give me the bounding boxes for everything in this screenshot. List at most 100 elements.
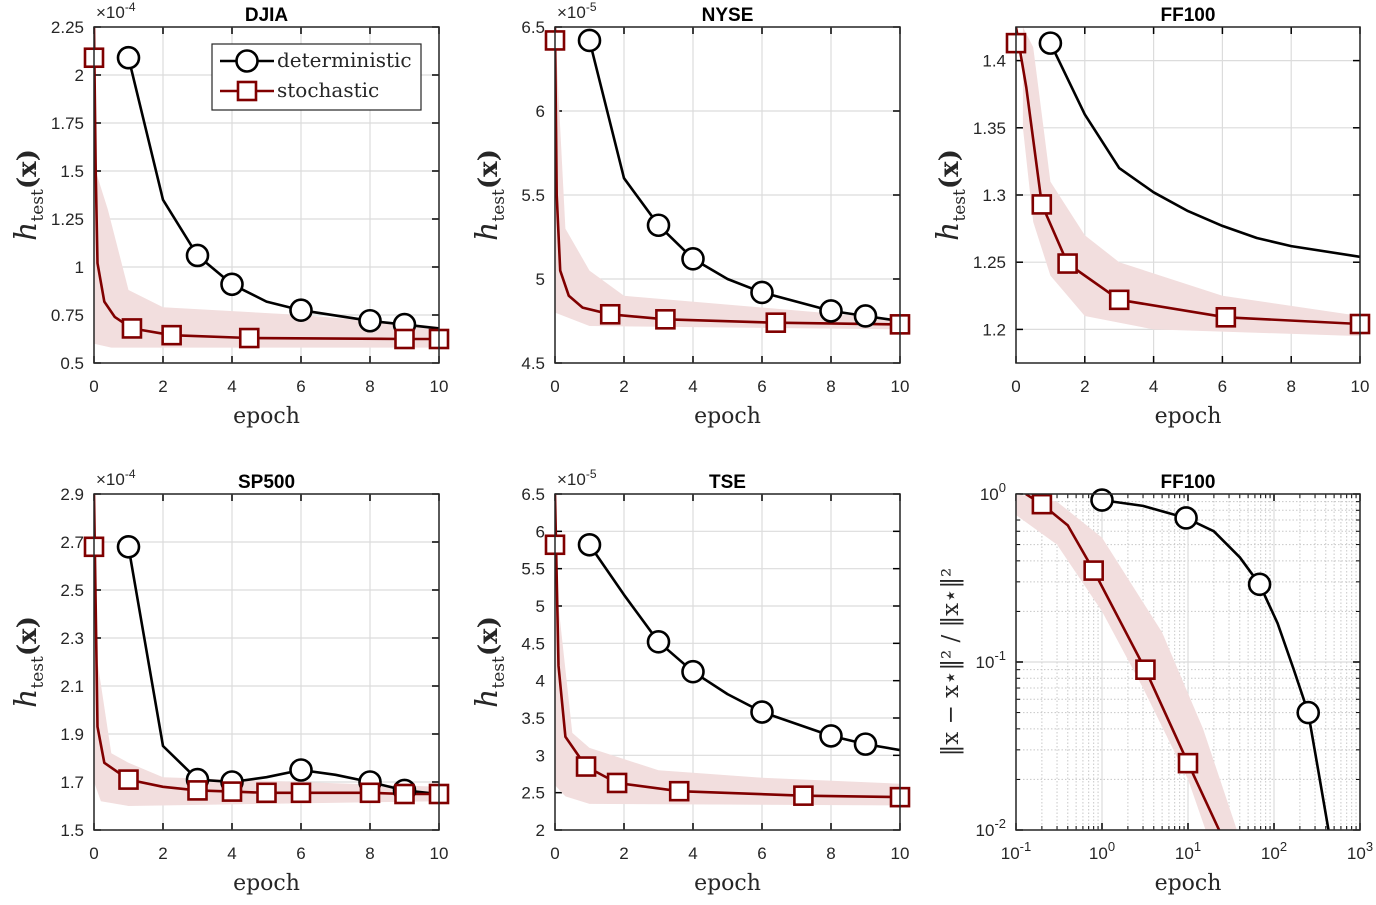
x-tick-label: 6 bbox=[296, 377, 305, 396]
stochastic-marker bbox=[359, 782, 381, 804]
legend: deterministic stochastic bbox=[211, 43, 422, 111]
y-axis-label: htest(x) bbox=[470, 616, 509, 708]
stochastic-marker bbox=[599, 303, 621, 325]
deterministic-marker bbox=[646, 630, 671, 654]
y-tick-label: 1.4 bbox=[982, 52, 1006, 71]
legend-circle-marker bbox=[235, 49, 259, 73]
y-tick-label: 1 bbox=[75, 258, 84, 277]
stochastic-marker bbox=[290, 782, 312, 804]
ylabel-rest: (x) bbox=[13, 149, 43, 189]
deterministic-marker bbox=[289, 758, 313, 782]
y-tick-label: 6.5 bbox=[521, 18, 545, 37]
stochastic-marker bbox=[1031, 493, 1053, 515]
ylabel-sub: test bbox=[489, 656, 509, 689]
deterministic-marker bbox=[853, 732, 878, 756]
ylabel-rest: (x) bbox=[935, 149, 965, 189]
x-tick-label: 102 bbox=[1261, 839, 1287, 863]
confidence-band bbox=[555, 494, 900, 806]
ylabel-main: h bbox=[931, 222, 966, 241]
x-tick-label: 2 bbox=[1080, 377, 1089, 396]
ylabel-sub: test bbox=[950, 189, 970, 222]
deterministic-marker bbox=[819, 299, 843, 323]
stochastic-line bbox=[555, 27, 900, 326]
deterministic-marker bbox=[750, 280, 774, 305]
deterministic-marker bbox=[220, 272, 244, 297]
y-tick-label: 1.25 bbox=[973, 253, 1006, 272]
subplot-4: 0 2 4 6 8 1022.533.544.555.566.5TSEepoch×10-5… bbox=[470, 467, 911, 896]
y-tick-label: 2.7 bbox=[60, 533, 84, 552]
subplot-3: 0 2 4 6 8 10 1.5 1.7 1.9 2.1 2.3 2.5 2.7 2.9 SP500 epoc… bbox=[9, 467, 450, 896]
y-exponent-label: ×10-4 bbox=[96, 0, 136, 22]
x-tick-label: 10 bbox=[430, 844, 449, 863]
y-tick-label: 5.5 bbox=[521, 186, 545, 205]
axes-box bbox=[1015, 493, 1361, 831]
x-tick-label: 4 bbox=[688, 844, 697, 863]
x-axis-label: epoch bbox=[694, 871, 761, 896]
stochastic-marker bbox=[118, 769, 139, 790]
subplot-title: FF100 bbox=[1161, 5, 1216, 26]
plot-area bbox=[555, 27, 900, 330]
subplot-1: 0 2 4 6 8 10 4.5 5 5.5 6 6.5 NYSE epoch ×10-5 htest(x) bbox=[470, 0, 911, 429]
stochastic-line bbox=[555, 494, 900, 799]
stochastic-marker bbox=[1135, 659, 1156, 680]
x-axis-label: epoch bbox=[694, 404, 761, 429]
x-axis-label: epoch bbox=[1155, 404, 1222, 429]
y-tick-label: 0.5 bbox=[60, 354, 84, 373]
stochastic-marker bbox=[668, 780, 690, 802]
deterministic-marker bbox=[1090, 488, 1114, 512]
deterministic-marker bbox=[116, 45, 141, 70]
axes-box bbox=[93, 26, 440, 364]
plot-area bbox=[94, 494, 439, 806]
exponent-base: ×10 bbox=[557, 3, 586, 22]
subplot-title: TSE bbox=[709, 472, 746, 493]
y-tick-label: 2.3 bbox=[60, 629, 84, 648]
x-tick-label: 6 bbox=[1218, 377, 1227, 396]
stochastic-marker bbox=[1108, 289, 1130, 311]
stochastic-marker bbox=[793, 785, 814, 806]
deterministic-marker bbox=[681, 659, 705, 684]
y-axis-label: htest(x) bbox=[9, 616, 48, 708]
y-tick-label: 5 bbox=[536, 270, 545, 289]
stochastic-marker bbox=[121, 318, 143, 339]
y-tick-label: 2.5 bbox=[60, 581, 84, 600]
deterministic-marker bbox=[819, 724, 843, 748]
y-tick-label: 2.1 bbox=[60, 677, 84, 696]
legend-label: stochastic bbox=[277, 78, 379, 102]
deterministic-marker bbox=[1247, 572, 1272, 597]
exponent-base: ×10 bbox=[96, 3, 125, 22]
x-tick-label: 4 bbox=[688, 377, 697, 396]
y-tick-label: 1.7 bbox=[60, 773, 84, 792]
y-axis-label: htest(x) bbox=[470, 149, 509, 241]
y-tick-label: 1.35 bbox=[973, 119, 1006, 138]
deterministic-marker bbox=[289, 298, 313, 323]
y-tick-label: 1.3 bbox=[982, 186, 1006, 205]
exponent-base: ×10 bbox=[557, 470, 586, 489]
deterministic-marker bbox=[750, 700, 774, 724]
ylabel-main: h bbox=[9, 222, 44, 241]
x-axis-label: epoch bbox=[233, 404, 300, 429]
y-axis-label: htest(x) bbox=[931, 149, 970, 241]
deterministic-marker bbox=[185, 243, 210, 268]
y-exponent-label: ×10-4 bbox=[96, 467, 136, 489]
y-tick-label: 2.5 bbox=[521, 784, 545, 803]
confidence-band bbox=[1022, 27, 1360, 337]
stochastic-marker bbox=[394, 783, 415, 805]
stochastic-marker bbox=[1057, 253, 1078, 274]
x-axis-label: epoch bbox=[233, 871, 300, 896]
x-tick-label: 100 bbox=[1089, 839, 1115, 863]
x-tick-label: 8 bbox=[826, 844, 835, 863]
stochastic-marker bbox=[1031, 194, 1053, 215]
y-exponent-label: ×10-5 bbox=[557, 467, 597, 489]
y-tick-label: 2.9 bbox=[60, 485, 84, 504]
ylabel-main: h bbox=[470, 222, 505, 241]
x-tick-label: 4 bbox=[1149, 377, 1158, 396]
x-tick-label: 8 bbox=[826, 377, 835, 396]
x-tick-label: 4 bbox=[227, 844, 236, 863]
axes-box bbox=[554, 26, 901, 364]
exponent-power: -4 bbox=[125, 0, 136, 14]
x-tick-label: 0 bbox=[1011, 377, 1020, 396]
y-tick-label: 4 bbox=[536, 672, 545, 691]
deterministic-marker bbox=[577, 28, 602, 53]
